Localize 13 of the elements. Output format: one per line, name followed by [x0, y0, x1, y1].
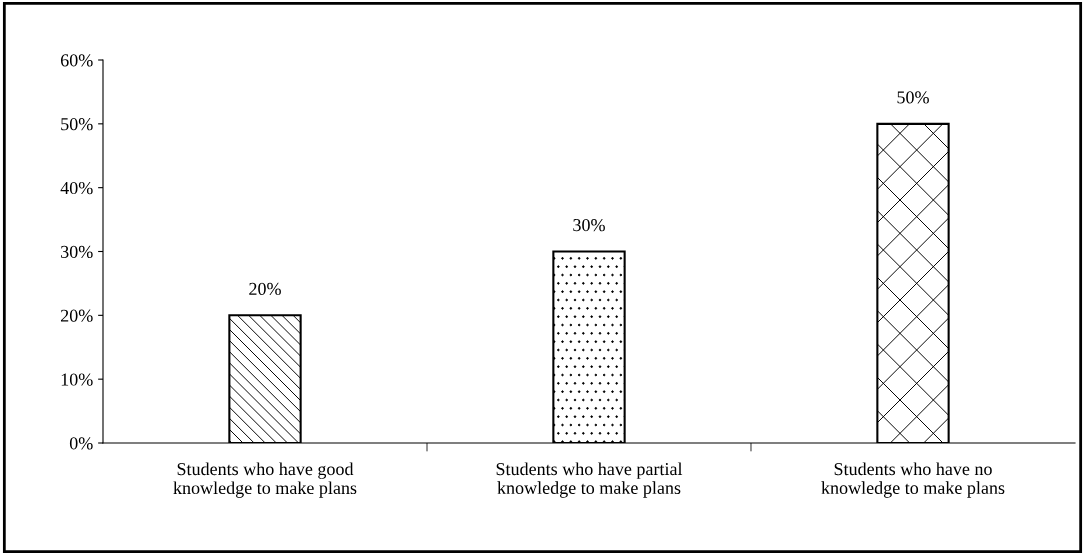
- x-tick-label: Students who have good knowledge to make plans: [173, 462, 357, 498]
- y-tick-label: 0%: [69, 437, 93, 450]
- x-tick-label: Students who have partial knowledge to make plans: [496, 462, 683, 498]
- data-label: 50%: [897, 91, 929, 104]
- y-tick-label: 10%: [61, 373, 93, 386]
- y-tick-label: 20%: [60, 309, 93, 322]
- y-tick-label: 50%: [61, 118, 93, 131]
- x-tick-label: Students who have no knowledge to make plans: [821, 462, 1005, 498]
- y-tick-label: 30%: [61, 245, 93, 258]
- data-label: 20%: [249, 282, 281, 296]
- y-tick-label: 60%: [60, 54, 93, 67]
- y-tick-label: 40%: [60, 181, 93, 195]
- data-label: 30%: [573, 218, 605, 232]
